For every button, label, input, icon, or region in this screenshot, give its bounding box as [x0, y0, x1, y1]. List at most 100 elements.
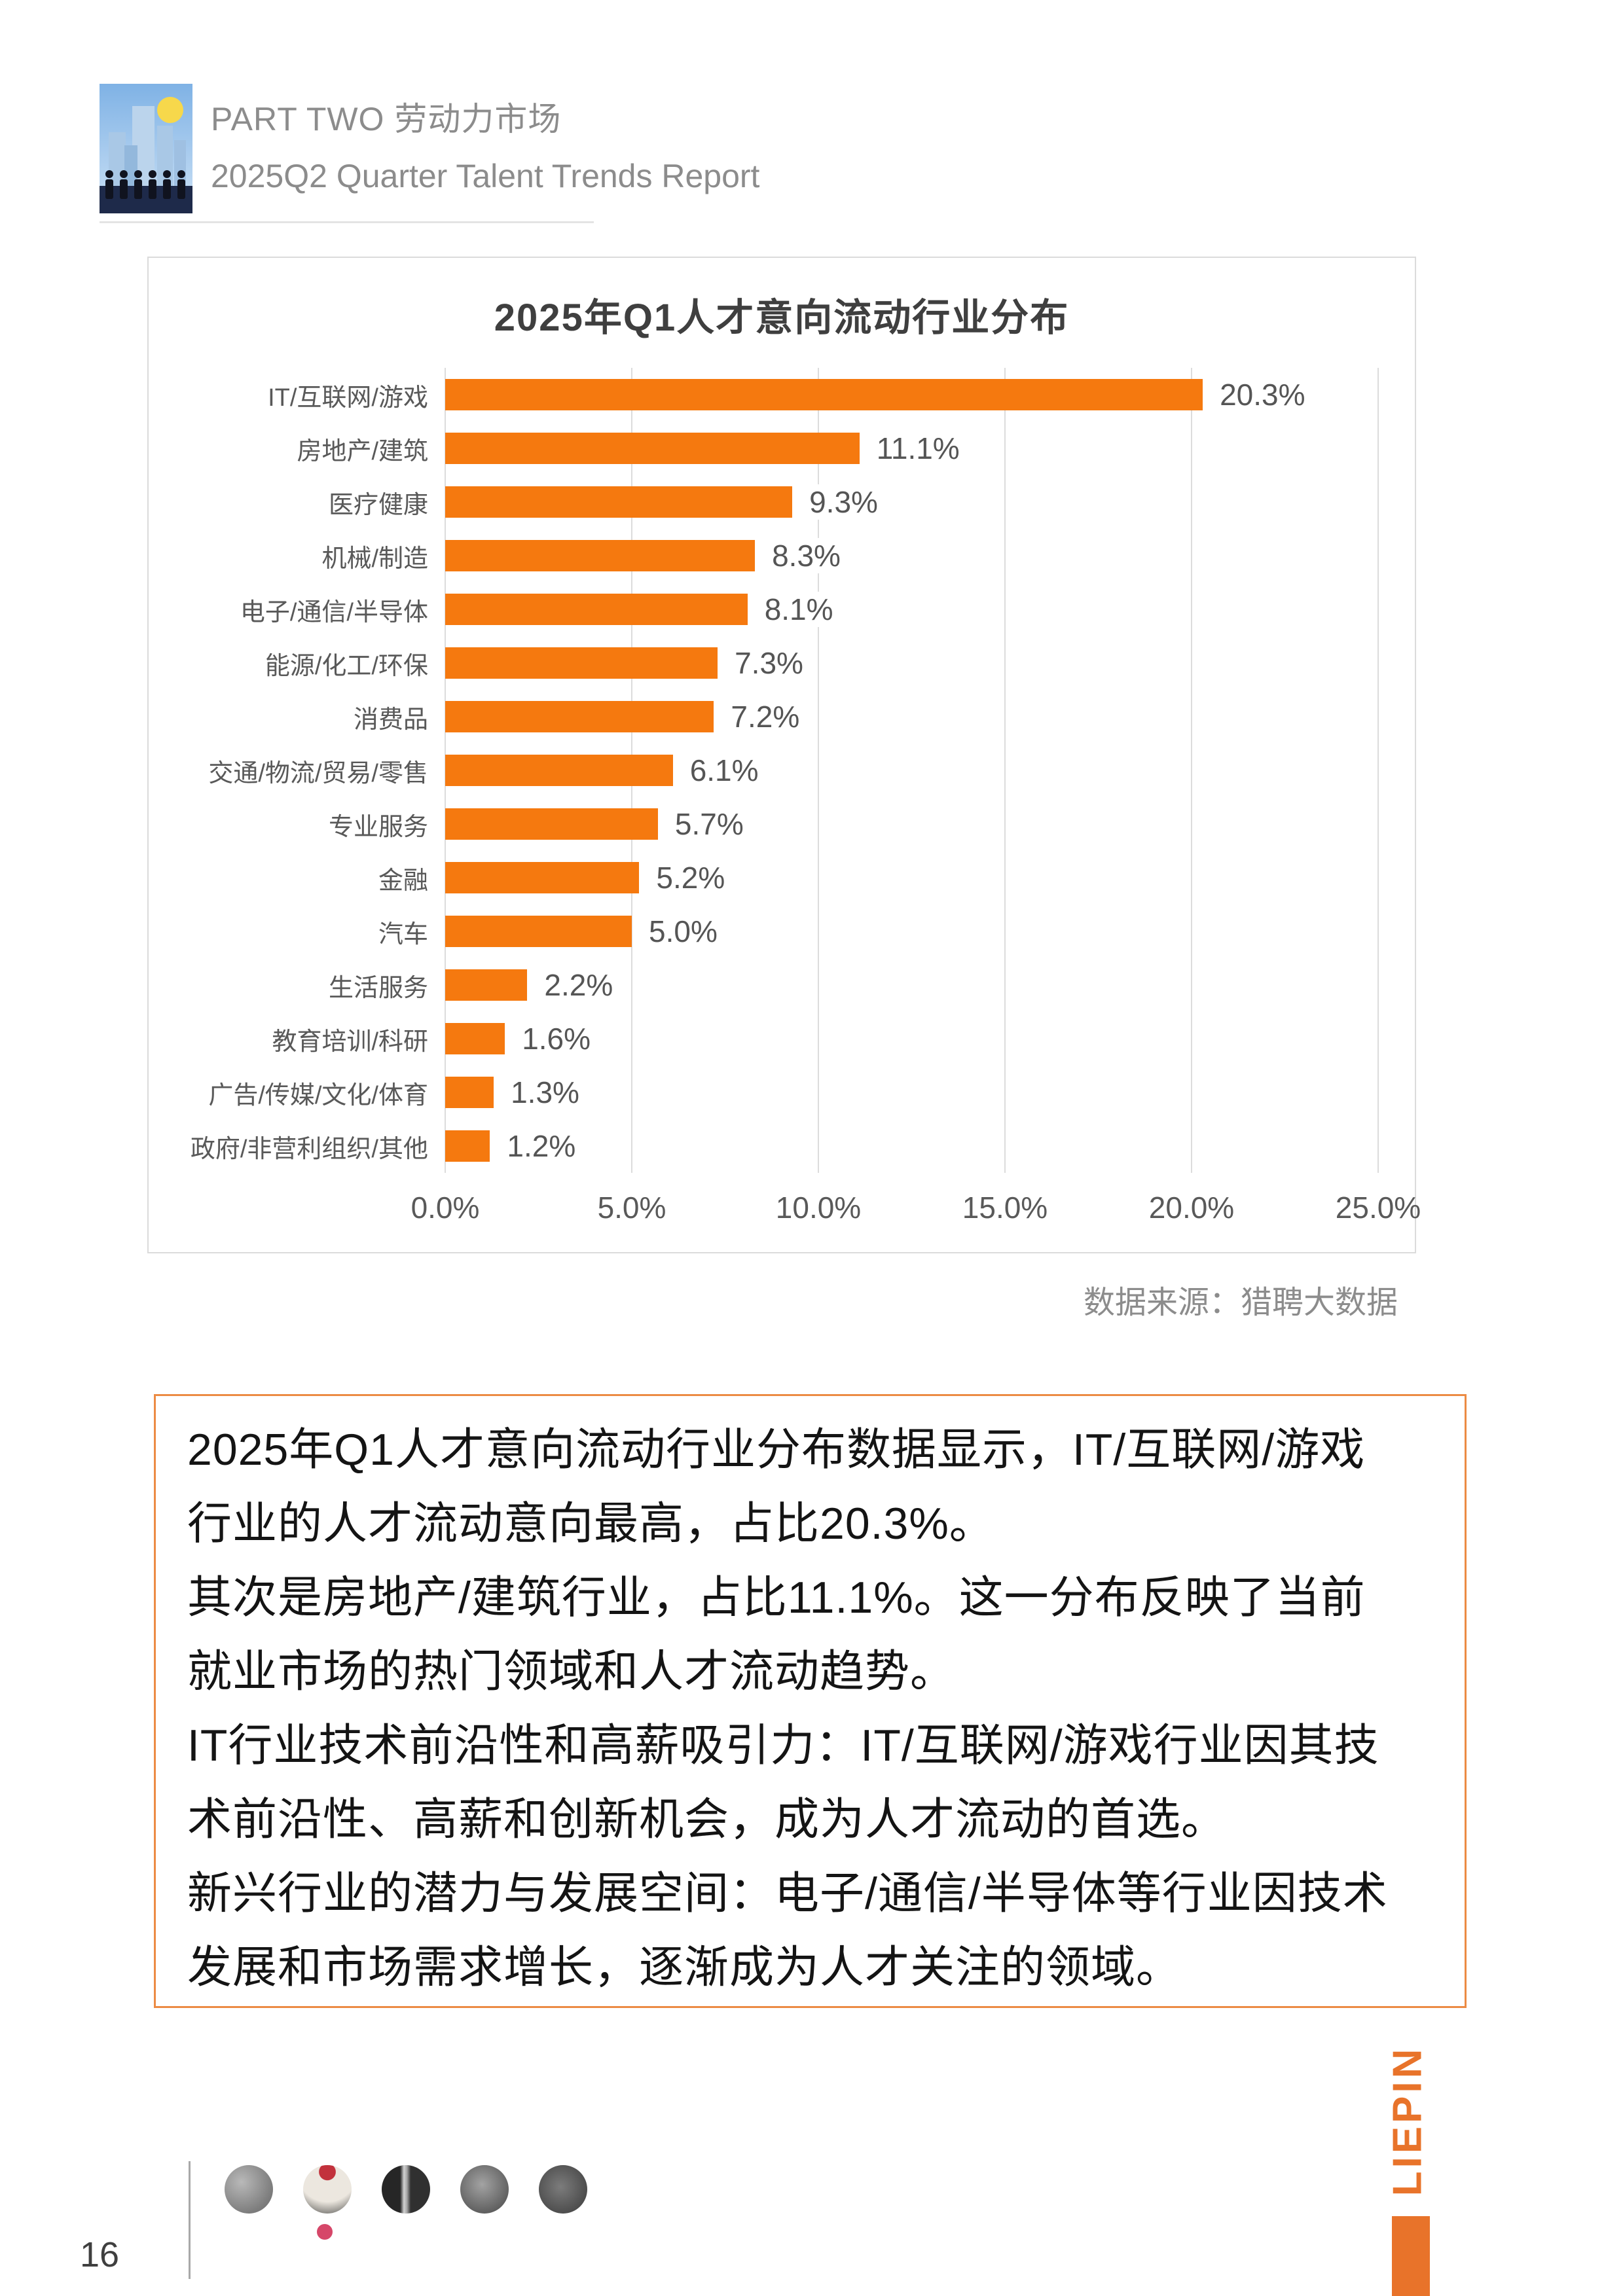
avatar-photo [225, 2165, 273, 2214]
bar-track: 7.3% [445, 645, 1378, 681]
bar-track: 1.3% [445, 1075, 1378, 1110]
bar-row: 交通/物流/贸易/零售 6.1% [149, 744, 1415, 797]
bar [445, 862, 640, 893]
red-dot-marker [317, 2224, 333, 2240]
bar-track: 20.3% [445, 377, 1378, 412]
bar-row: 专业服务 5.7% [149, 797, 1415, 851]
value-label: 5.2% [652, 860, 729, 895]
value-label: 11.1% [872, 431, 964, 466]
bar-track: 8.1% [445, 592, 1378, 627]
value-label: 20.3% [1216, 377, 1309, 412]
bar-track: 1.2% [445, 1128, 1378, 1164]
x-tick-label: 15.0% [962, 1191, 1048, 1225]
part-label: PART TWO 劳动力市场 [211, 101, 562, 137]
x-tick-label: 0.0% [410, 1191, 480, 1225]
category-label: 专业服务 [328, 813, 428, 841]
analysis-text-box: 2025年Q1人才意向流动行业分布数据显示，IT/互联网/游戏 行业的人才流动意向… [154, 1394, 1467, 2008]
bar-row: 汽车 5.0% [149, 905, 1415, 958]
analysis-line: 就业市场的热门领域和人才流动趋势。 [187, 1647, 956, 1696]
category-label: 能源/化工/环保 [264, 652, 428, 680]
category-label: 生活服务 [328, 974, 428, 1002]
analysis-line: 其次是房地产/建筑行业，占比11.1%。这一分布反映了当前 [187, 1573, 1366, 1623]
gridline [1004, 368, 1006, 1173]
chart-title: 2025年Q1人才意向流动行业分布 [494, 296, 1070, 339]
page-number: 16 [80, 2235, 120, 2274]
bar-track: 9.3% [445, 484, 1378, 520]
footer-avatars [225, 2165, 587, 2214]
city-skyline-logo-icon [100, 84, 192, 213]
value-label: 8.3% [768, 538, 845, 573]
bar-row: 能源/化工/环保 7.3% [149, 636, 1415, 690]
bar-row: 教育培训/科研 1.6% [149, 1012, 1415, 1066]
bar [445, 1130, 490, 1162]
avatar-photo [303, 2165, 352, 2214]
bar [445, 594, 748, 625]
bar-track: 11.1% [445, 431, 1378, 466]
liepin-orange-bar [1392, 2216, 1430, 2296]
x-tick-label: 25.0% [1335, 1191, 1421, 1225]
bar [445, 647, 718, 679]
bar [445, 916, 632, 947]
value-label: 1.6% [518, 1021, 595, 1056]
bar [445, 433, 860, 464]
value-label: 1.2% [503, 1128, 580, 1164]
bar-row: 电子/通信/半导体 8.1% [149, 583, 1415, 636]
category-label: 机械/制造 [321, 545, 428, 573]
bar-track: 6.1% [445, 753, 1378, 788]
category-label: 电子/通信/半导体 [240, 598, 428, 626]
liepin-brand-text: LIEPIN [1385, 2045, 1431, 2197]
bar-track: 2.2% [445, 967, 1378, 1003]
bar-row: 医疗健康 9.3% [149, 475, 1415, 529]
bar [445, 701, 714, 732]
report-logo [100, 84, 192, 213]
bar [445, 540, 756, 571]
gridline [1191, 368, 1192, 1173]
bar [445, 1023, 505, 1054]
gridline [1377, 368, 1379, 1173]
bar [445, 755, 673, 786]
analysis-line: 术前沿性、高薪和创新机会，成为人才流动的首选。 [187, 1795, 1227, 1844]
category-label: 消费品 [353, 706, 428, 734]
value-label: 8.1% [760, 592, 837, 627]
bar [445, 379, 1203, 410]
report-title: 2025Q2 Quarter Talent Trends Report [211, 158, 760, 194]
value-label: 1.3% [507, 1075, 583, 1110]
category-label: 房地产/建筑 [297, 437, 428, 465]
value-label: 7.3% [731, 645, 807, 681]
value-label: 2.2% [540, 967, 617, 1003]
bar [445, 1077, 494, 1108]
analysis-line: 新兴行业的潜力与发展空间：电子/通信/半导体等行业因技术 [187, 1869, 1388, 1918]
value-label: 9.3% [805, 484, 882, 520]
bar-track: 8.3% [445, 538, 1378, 573]
category-label: 医疗健康 [328, 491, 428, 519]
analysis-line: 发展和市场需求增长，逐渐成为人才关注的领域。 [187, 1943, 1182, 1992]
analysis-line: 行业的人才流动意向最高，占比20.3%。 [187, 1499, 994, 1549]
bar [445, 808, 658, 840]
x-tick-label: 10.0% [775, 1191, 862, 1225]
analysis-line: 2025年Q1人才意向流动行业分布数据显示，IT/互联网/游戏 [187, 1425, 1366, 1475]
value-label: 5.0% [645, 914, 721, 949]
category-label: 金融 [378, 867, 428, 895]
category-label: 政府/非营利组织/其他 [190, 1135, 428, 1163]
bar-row: 生活服务 2.2% [149, 958, 1415, 1012]
value-label: 6.1% [685, 753, 763, 788]
chart-rows: IT/互联网/游戏 20.3% 房地产/建筑 11.1% 医疗健康 9.3% 机械/制造 8.… [149, 368, 1415, 1173]
x-tick-label: 5.0% [597, 1191, 666, 1225]
bar-track: 5.0% [445, 914, 1378, 949]
bar-chart: IT/互联网/游戏 20.3% 房地产/建筑 11.1% 医疗健康 9.3% 机械/制造 8.… [149, 368, 1421, 1242]
chart-panel: 2025年Q1人才意向流动行业分布 IT/互联网/游戏 20.3% 房地产/建筑 11… [147, 257, 1421, 1253]
bar-row: 消费品 7.2% [149, 690, 1415, 744]
bar-row: 广告/传媒/文化/体育 1.3% [149, 1066, 1415, 1119]
bar-track: 5.2% [445, 860, 1378, 895]
category-label: 教育培训/科研 [272, 1028, 428, 1056]
gridline [818, 368, 819, 1173]
bar-row: 房地产/建筑 11.1% [149, 422, 1415, 475]
bar-track: 1.6% [445, 1021, 1378, 1056]
bar-track: 5.7% [445, 806, 1378, 842]
bar-track: 7.2% [445, 699, 1378, 734]
footer-divider [189, 2161, 191, 2279]
category-label: 广告/传媒/文化/体育 [208, 1081, 428, 1109]
category-label: 汽车 [378, 920, 428, 948]
bar-row: 机械/制造 8.3% [149, 529, 1415, 583]
header-underline [100, 221, 594, 223]
